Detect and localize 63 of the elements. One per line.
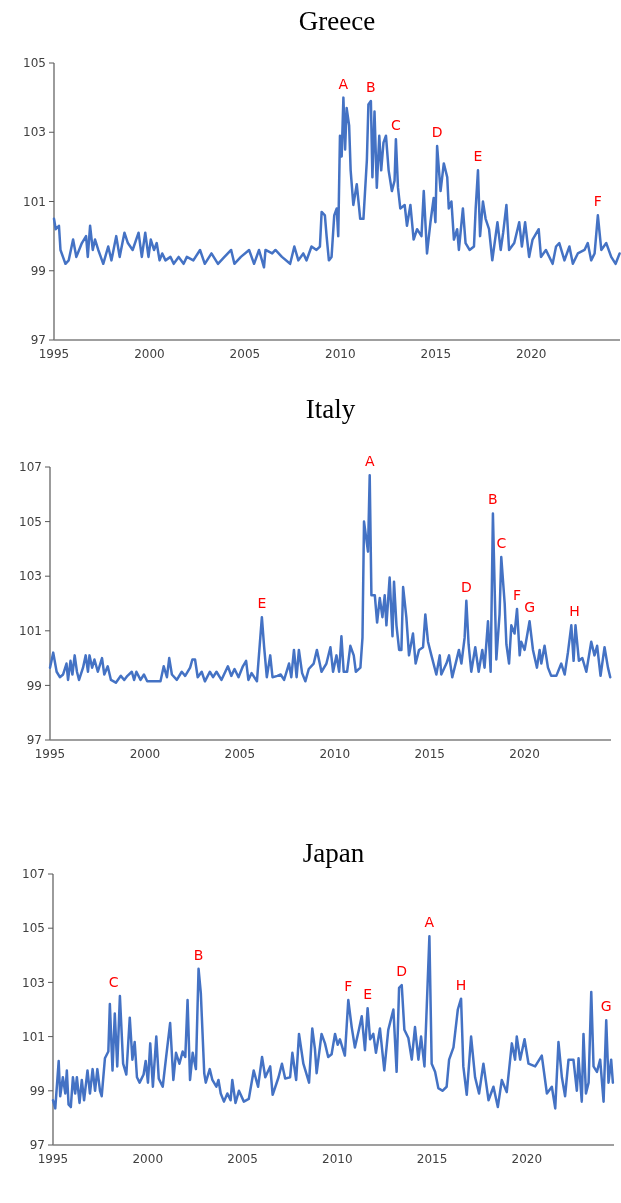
y-tick-label: 105 bbox=[22, 921, 45, 936]
annotation: F bbox=[512, 586, 522, 603]
x-tick-label: 2000 bbox=[132, 1152, 164, 1166]
annotation: A bbox=[364, 453, 375, 470]
annotation: D bbox=[396, 963, 408, 980]
y-tick-label: 101 bbox=[22, 1029, 45, 1044]
y-tick-label: 103 bbox=[23, 125, 46, 140]
x-tick-label: 2020 bbox=[511, 1152, 543, 1166]
chart-title: Japan bbox=[302, 838, 365, 868]
x-tick-label: 2010 bbox=[325, 347, 356, 361]
x-tick-label: 1995 bbox=[38, 347, 70, 361]
line-series bbox=[52, 96, 621, 269]
x-tick-label: 1995 bbox=[34, 747, 66, 761]
x-tick-label: 2020 bbox=[509, 747, 540, 761]
annotation: D bbox=[431, 124, 443, 141]
y-tick-label: 99 bbox=[29, 1084, 45, 1098]
annotation: E bbox=[363, 986, 373, 1003]
y-tick-label: 103 bbox=[19, 569, 42, 584]
y-tick-label: 97 bbox=[30, 333, 46, 348]
chart-title: Italy bbox=[305, 394, 356, 424]
chart-title: Greece bbox=[298, 6, 376, 36]
x-tick-label: 2010 bbox=[319, 747, 351, 761]
x-tick-label: 2020 bbox=[515, 347, 547, 361]
annotation: A bbox=[338, 75, 349, 92]
x-tick-label: 2010 bbox=[322, 1152, 353, 1166]
annotation: D bbox=[460, 578, 472, 595]
annotation: B bbox=[193, 946, 204, 963]
annotation: C bbox=[496, 535, 507, 552]
annotation: F bbox=[593, 193, 602, 210]
y-tick-label: 101 bbox=[23, 194, 46, 209]
y-tick-label: 101 bbox=[19, 624, 42, 638]
y-tick-label: 105 bbox=[23, 56, 46, 71]
annotation: H bbox=[455, 976, 467, 993]
annotation: G bbox=[600, 998, 612, 1015]
annotation: E bbox=[257, 595, 267, 612]
annotation: A bbox=[424, 914, 435, 931]
x-tick-label: 2015 bbox=[414, 747, 445, 761]
x-tick-label: 2015 bbox=[416, 1152, 448, 1166]
annotation: F bbox=[344, 978, 353, 995]
annotation: G bbox=[524, 599, 535, 616]
x-tick-label: 1995 bbox=[37, 1152, 69, 1166]
y-tick-label: 105 bbox=[19, 514, 42, 529]
y-tick-label: 97 bbox=[26, 733, 42, 748]
y-tick-label: 97 bbox=[29, 1138, 45, 1153]
annotation: B bbox=[366, 79, 376, 96]
x-tick-label: 2005 bbox=[224, 747, 256, 761]
annotation: C bbox=[108, 973, 119, 990]
annotation: C bbox=[391, 117, 401, 134]
annotation: B bbox=[488, 491, 498, 508]
line-series bbox=[51, 935, 615, 1110]
x-tick-label: 2015 bbox=[420, 347, 452, 361]
line-series bbox=[48, 473, 612, 684]
y-tick-label: 103 bbox=[22, 975, 45, 990]
y-tick-label: 99 bbox=[30, 263, 46, 278]
y-tick-label: 107 bbox=[19, 460, 42, 475]
x-tick-label: 2000 bbox=[129, 747, 161, 761]
y-tick-label: 107 bbox=[22, 867, 45, 882]
x-tick-label: 2005 bbox=[227, 1152, 258, 1166]
y-tick-label: 99 bbox=[26, 678, 42, 693]
x-tick-label: 2000 bbox=[134, 347, 165, 361]
x-tick-label: 2005 bbox=[229, 347, 261, 361]
annotation: H bbox=[569, 603, 580, 620]
annotation: E bbox=[473, 148, 483, 165]
